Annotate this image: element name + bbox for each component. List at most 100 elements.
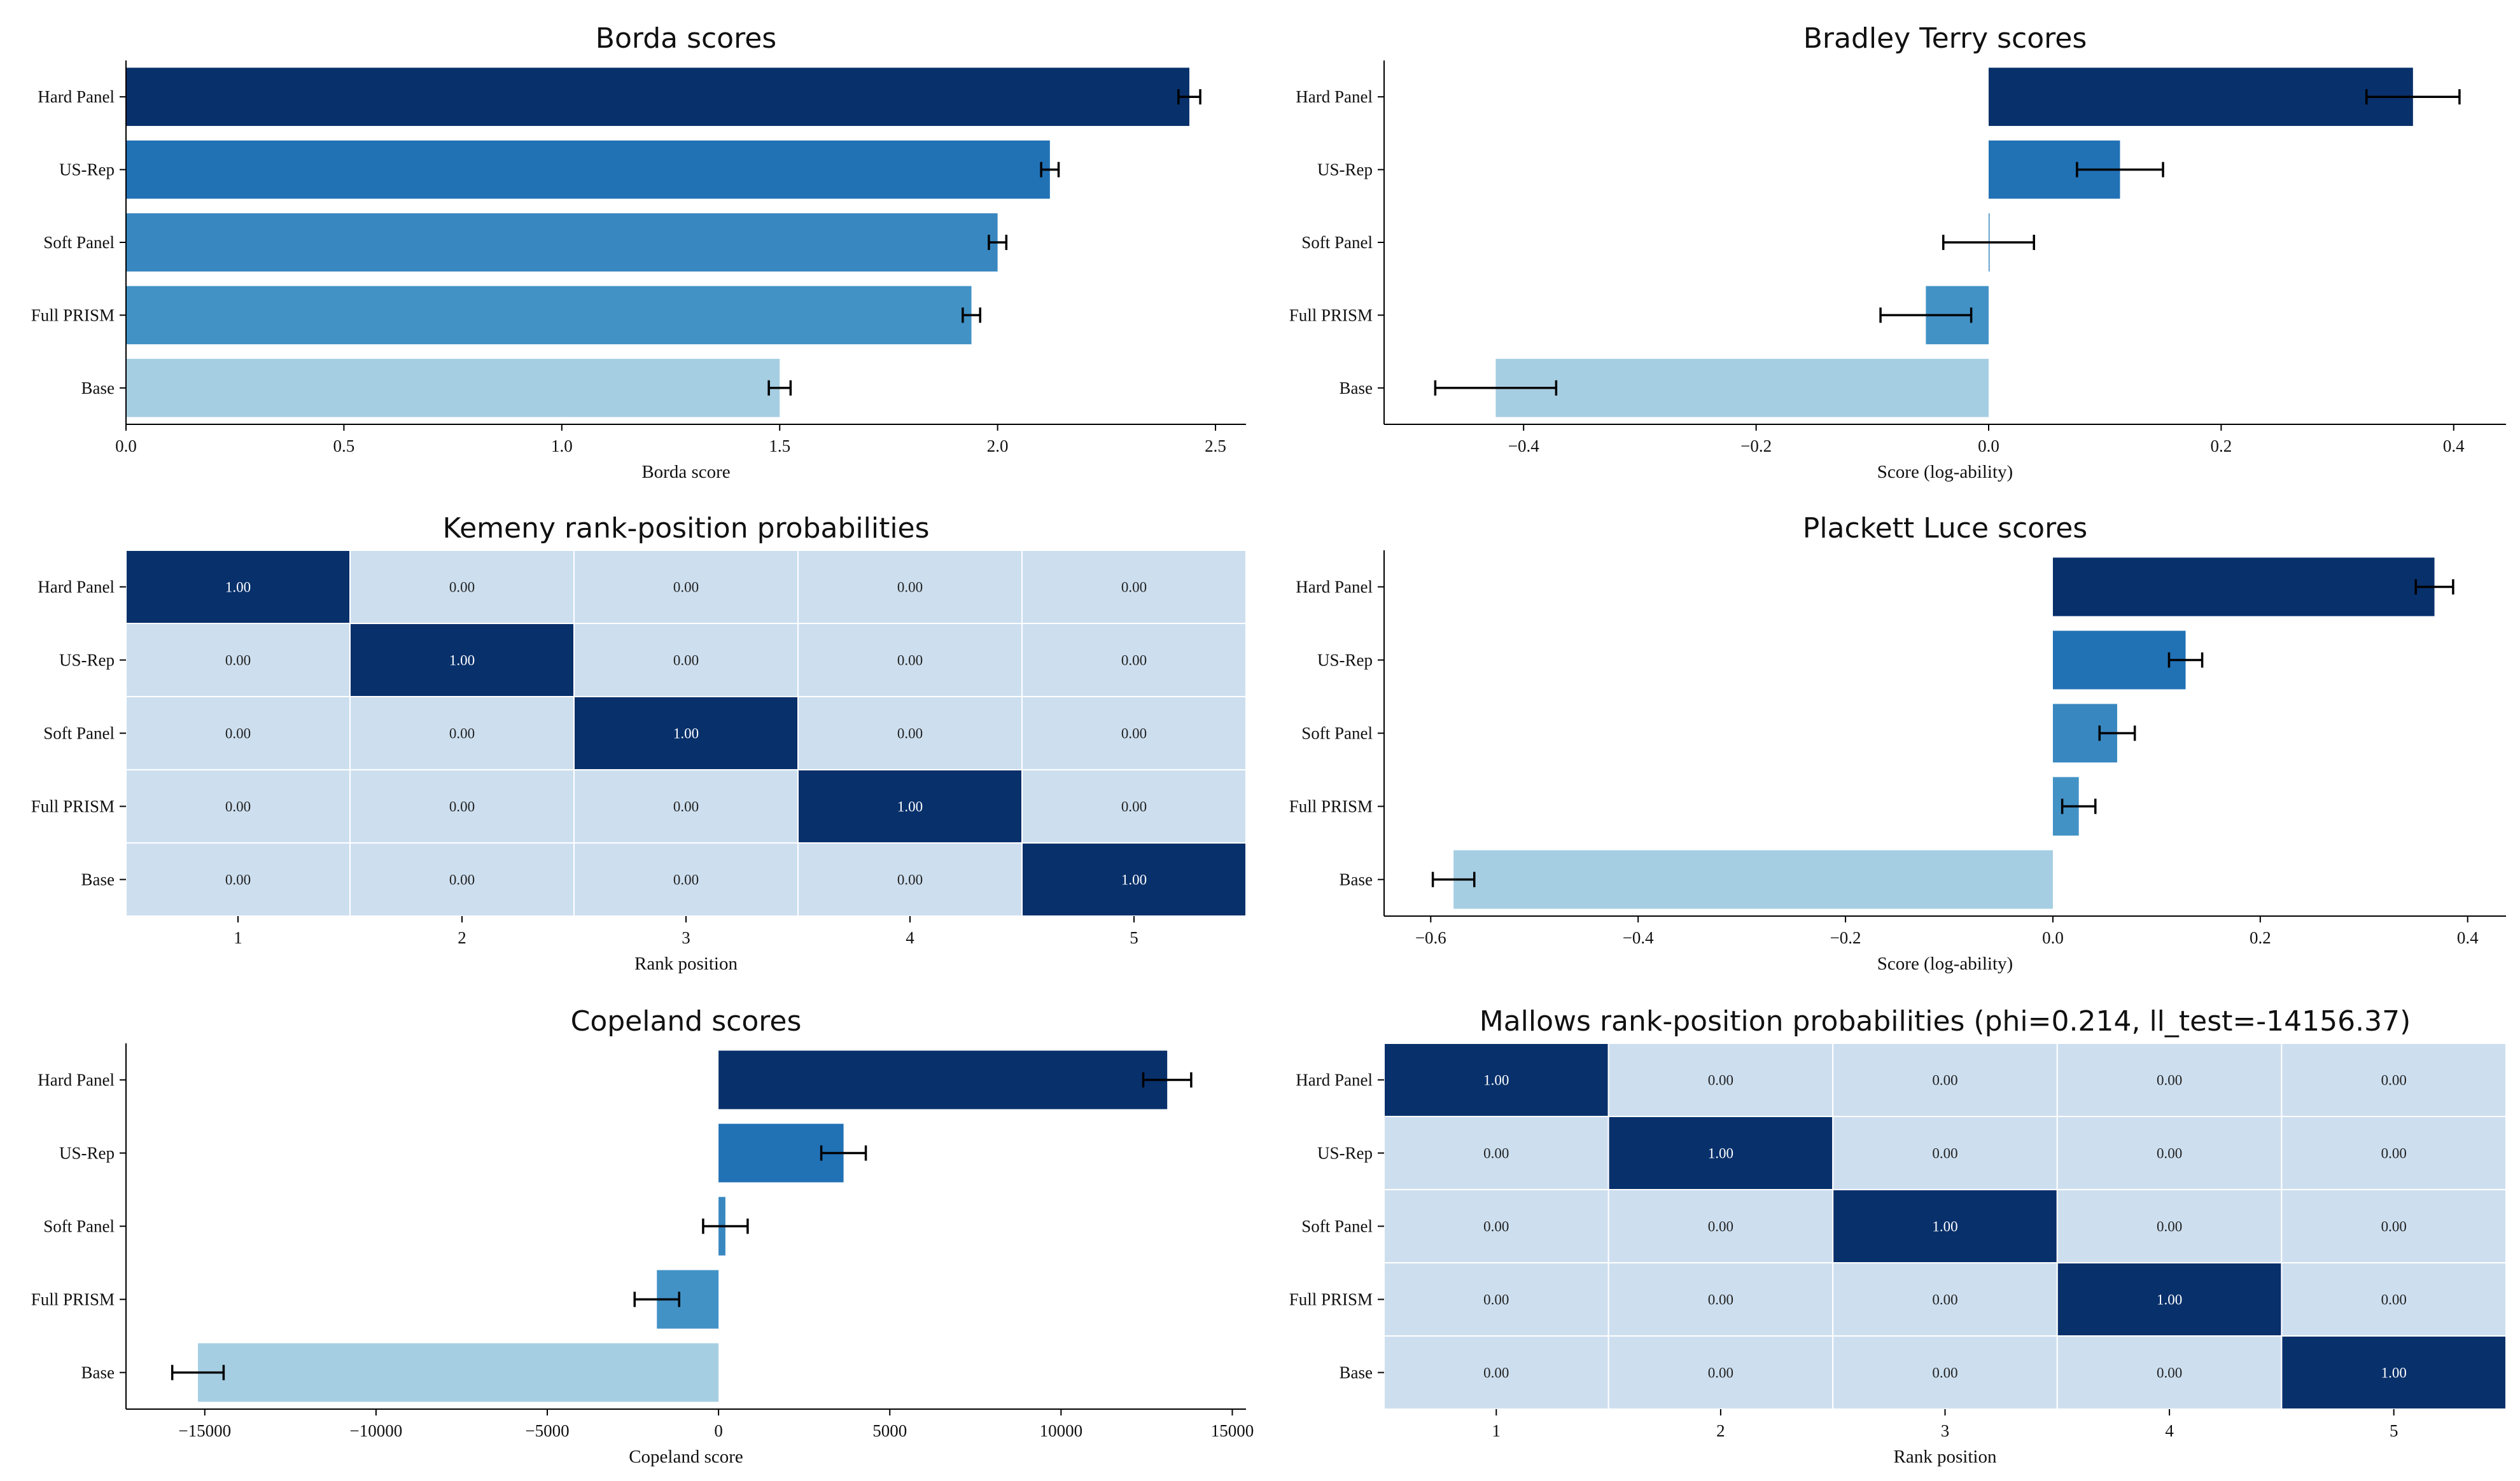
x-tick-label: −0.2: [1830, 928, 1861, 947]
heatmap-cell: [573, 550, 799, 624]
error-bar: [962, 307, 982, 323]
cell-value-label: 0.00: [449, 872, 475, 888]
bar: [1453, 850, 2053, 909]
error-bar: [1879, 307, 1973, 323]
heatmap-cell: [2281, 1262, 2507, 1337]
y-tick-label: US-Rep: [59, 160, 115, 179]
x-tick-label: 0.5: [333, 436, 355, 455]
error-bar: [2076, 162, 2164, 177]
cell-value-label: 1.00: [1708, 1146, 1733, 1162]
y-tick-label: Base: [81, 870, 115, 889]
cell-value-label: 0.00: [225, 726, 251, 742]
error-bar: [767, 380, 792, 396]
heatmap-cell: [797, 696, 1023, 770]
heatmap-cell: [1383, 1116, 1609, 1190]
x-tick-label: 4: [906, 928, 914, 947]
x-tick-label: 0.0: [2042, 928, 2064, 947]
x-tick-label: 1: [1492, 1421, 1501, 1440]
heatmap-cell: [2281, 1043, 2507, 1117]
cell-value-label: 0.00: [1121, 580, 1147, 595]
heatmap-cell: [2281, 1116, 2507, 1190]
cell-value-label: 0.00: [2157, 1073, 2182, 1088]
bar: [126, 67, 1189, 126]
x-tick-label: 1.0: [551, 436, 573, 455]
error-bar: [1142, 1072, 1193, 1088]
cell-value-label: 0.00: [449, 799, 475, 815]
y-tick-label: Hard Panel: [1296, 578, 1373, 597]
y-tick-label: Hard Panel: [1296, 1071, 1373, 1090]
x-tick-label: 3: [682, 928, 690, 947]
bar: [126, 286, 972, 345]
x-tick-label: 0.0: [115, 436, 137, 455]
y-tick-label: Full PRISM: [1289, 305, 1373, 324]
cell-value-label: 0.00: [1932, 1146, 1957, 1162]
x-tick-label: 15000: [1211, 1421, 1254, 1440]
x-tick-label: −5000: [525, 1421, 569, 1440]
y-tick-label: Hard Panel: [38, 1071, 115, 1090]
cell-value-label: 0.00: [225, 872, 251, 888]
cell-value-label: 0.00: [449, 726, 475, 742]
x-axis-label: Score (log-ability): [1877, 954, 2013, 974]
chart-title: Plackett Luce scores: [1803, 512, 2087, 545]
cell-value-label: 0.00: [1708, 1365, 1733, 1381]
bar: [198, 1343, 719, 1402]
x-tick-label: 1.5: [769, 436, 790, 455]
error-bar: [2414, 579, 2454, 595]
y-tick-label: Soft Panel: [1301, 233, 1373, 252]
x-axis-label: Rank position: [1894, 1447, 1997, 1467]
chart-title: Borda scores: [596, 22, 776, 55]
x-tick-label: 0.4: [2443, 436, 2465, 455]
heatmap-cell: [2281, 1335, 2507, 1410]
error-bar: [2167, 652, 2204, 668]
x-tick-label: 0.2: [2250, 928, 2271, 947]
heatmap-cell: [2281, 1189, 2507, 1263]
heatmap-cell: [1021, 842, 1247, 917]
heatmap-cell: [573, 769, 799, 844]
cell-value-label: 0.00: [1121, 799, 1147, 815]
x-tick-label: 3: [1941, 1421, 1950, 1440]
cell-value-label: 0.00: [897, 653, 923, 669]
error-bar: [171, 1365, 225, 1380]
y-tick-label: Soft Panel: [43, 233, 115, 252]
heatmap-cell: [573, 842, 799, 917]
cell-value-label: 0.00: [673, 872, 699, 888]
y-tick-label: Base: [81, 379, 115, 398]
cell-value-label: 0.00: [225, 653, 251, 669]
bar: [126, 359, 780, 417]
error-bar: [2061, 798, 2097, 814]
y-tick-label: Soft Panel: [1301, 1217, 1373, 1236]
cell-value-label: 1.00: [1483, 1073, 1509, 1088]
heatmap-cell: [1383, 1335, 1609, 1410]
chart-mallows: Mallows rank-position probabilities (phi…: [1289, 1005, 2507, 1467]
heatmap-cell: [349, 623, 575, 697]
heatmap-cell: [349, 842, 575, 917]
x-tick-label: 2: [1716, 1421, 1725, 1440]
heatmap-cell: [1383, 1043, 1609, 1117]
cell-value-label: 0.00: [1483, 1365, 1509, 1381]
heatmap-cell: [1607, 1043, 1834, 1117]
cell-value-label: 0.00: [897, 726, 923, 742]
error-bar: [633, 1291, 680, 1307]
y-tick-label: Full PRISM: [31, 1290, 115, 1309]
bar: [2052, 630, 2186, 690]
cell-value-label: 0.00: [673, 799, 699, 815]
cell-value-label: 0.00: [2157, 1146, 2182, 1162]
cell-value-label: 0.00: [2381, 1219, 2407, 1235]
y-tick-label: US-Rep: [1317, 1144, 1373, 1163]
error-bar: [820, 1145, 867, 1161]
y-tick-label: Full PRISM: [1289, 797, 1373, 816]
cell-value-label: 0.00: [1932, 1365, 1957, 1381]
cell-value-label: 0.00: [1932, 1292, 1957, 1308]
x-tick-label: −0.2: [1740, 436, 1772, 455]
x-tick-label: −15000: [178, 1421, 231, 1440]
y-tick-label: Full PRISM: [31, 797, 115, 816]
cell-value-label: 0.00: [2381, 1292, 2407, 1308]
chart-kemeny: Kemeny rank-position probabilities 1.00 0.…: [31, 512, 1247, 974]
heatmap-cell: [2056, 1189, 2283, 1263]
x-tick-label: 0.2: [2211, 436, 2232, 455]
chart-title: Mallows rank-position probabilities (phi…: [1480, 1005, 2411, 1038]
y-tick-label: Base: [81, 1363, 115, 1382]
heatmap-cell: [1607, 1262, 1834, 1337]
heatmap-cell: [1832, 1262, 2058, 1337]
